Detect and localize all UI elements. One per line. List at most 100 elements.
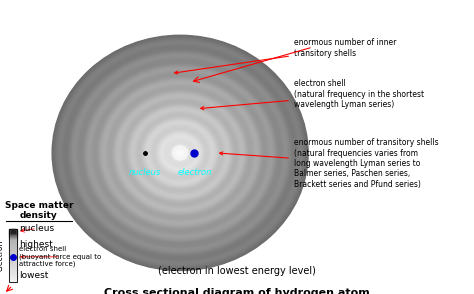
Ellipse shape — [175, 149, 185, 157]
Ellipse shape — [96, 75, 264, 230]
Ellipse shape — [104, 83, 256, 223]
Ellipse shape — [174, 148, 186, 158]
Ellipse shape — [54, 37, 306, 269]
Ellipse shape — [128, 105, 232, 201]
Ellipse shape — [136, 112, 224, 193]
Ellipse shape — [98, 77, 263, 229]
Ellipse shape — [178, 151, 182, 155]
Text: nucleus: nucleus — [19, 224, 55, 233]
Ellipse shape — [76, 57, 284, 249]
Ellipse shape — [77, 58, 283, 248]
Bar — [9, 269, 17, 270]
Ellipse shape — [118, 95, 243, 211]
Ellipse shape — [69, 51, 291, 255]
Ellipse shape — [102, 81, 258, 225]
Bar — [9, 270, 17, 271]
Ellipse shape — [180, 152, 181, 153]
Ellipse shape — [80, 61, 280, 245]
Ellipse shape — [67, 49, 293, 256]
Ellipse shape — [160, 134, 201, 172]
Ellipse shape — [137, 113, 223, 192]
Ellipse shape — [174, 148, 186, 158]
Ellipse shape — [147, 123, 213, 183]
Ellipse shape — [115, 93, 246, 213]
Bar — [9, 249, 17, 250]
Ellipse shape — [156, 131, 204, 175]
Ellipse shape — [105, 83, 255, 222]
Ellipse shape — [146, 121, 215, 185]
Ellipse shape — [73, 55, 287, 251]
Text: Space matter
density: Space matter density — [5, 201, 73, 220]
Bar — [9, 253, 17, 254]
Ellipse shape — [173, 146, 188, 160]
Ellipse shape — [143, 119, 217, 187]
Ellipse shape — [178, 151, 182, 155]
Ellipse shape — [176, 150, 184, 156]
Ellipse shape — [112, 90, 248, 216]
Ellipse shape — [85, 65, 275, 240]
Ellipse shape — [173, 146, 187, 159]
Ellipse shape — [58, 41, 302, 265]
Bar — [9, 279, 17, 280]
Bar — [9, 247, 17, 248]
Ellipse shape — [176, 149, 184, 157]
Ellipse shape — [101, 80, 259, 226]
Ellipse shape — [114, 92, 246, 213]
Ellipse shape — [69, 51, 292, 255]
Ellipse shape — [160, 135, 200, 171]
Ellipse shape — [142, 118, 218, 188]
Ellipse shape — [177, 150, 183, 156]
Ellipse shape — [74, 56, 286, 250]
Bar — [9, 257, 17, 258]
Ellipse shape — [179, 151, 182, 154]
Ellipse shape — [178, 151, 182, 155]
Ellipse shape — [52, 35, 308, 270]
Ellipse shape — [92, 72, 268, 233]
Ellipse shape — [101, 81, 259, 225]
Ellipse shape — [94, 74, 266, 232]
Bar — [9, 233, 17, 234]
Bar — [9, 242, 17, 243]
Ellipse shape — [95, 75, 265, 231]
Bar — [9, 245, 17, 246]
Bar — [9, 259, 17, 260]
Bar — [9, 234, 17, 235]
Ellipse shape — [82, 62, 279, 243]
Ellipse shape — [108, 86, 253, 219]
Ellipse shape — [156, 131, 204, 175]
Ellipse shape — [130, 107, 230, 199]
Ellipse shape — [63, 45, 298, 261]
Ellipse shape — [174, 148, 186, 158]
Bar — [9, 244, 17, 245]
Ellipse shape — [99, 78, 261, 228]
Ellipse shape — [127, 103, 234, 202]
Ellipse shape — [153, 128, 207, 178]
Ellipse shape — [97, 76, 264, 229]
Ellipse shape — [148, 123, 212, 182]
Ellipse shape — [80, 61, 281, 245]
Ellipse shape — [175, 148, 185, 158]
Ellipse shape — [173, 147, 186, 159]
Ellipse shape — [83, 64, 277, 242]
Ellipse shape — [168, 142, 192, 164]
Ellipse shape — [170, 143, 191, 162]
Bar — [9, 255, 17, 256]
Ellipse shape — [129, 106, 231, 199]
Ellipse shape — [162, 136, 198, 169]
Bar — [9, 251, 17, 252]
Ellipse shape — [178, 151, 182, 155]
Ellipse shape — [125, 102, 236, 204]
Ellipse shape — [173, 146, 187, 159]
Ellipse shape — [137, 113, 224, 193]
Bar — [9, 229, 17, 282]
Ellipse shape — [109, 88, 250, 218]
Bar — [9, 243, 17, 244]
Ellipse shape — [71, 53, 289, 253]
Ellipse shape — [138, 114, 222, 192]
Ellipse shape — [144, 119, 217, 186]
Bar — [9, 267, 17, 268]
Ellipse shape — [131, 108, 229, 198]
Bar — [9, 231, 17, 232]
Ellipse shape — [105, 84, 255, 222]
Bar — [9, 268, 17, 269]
